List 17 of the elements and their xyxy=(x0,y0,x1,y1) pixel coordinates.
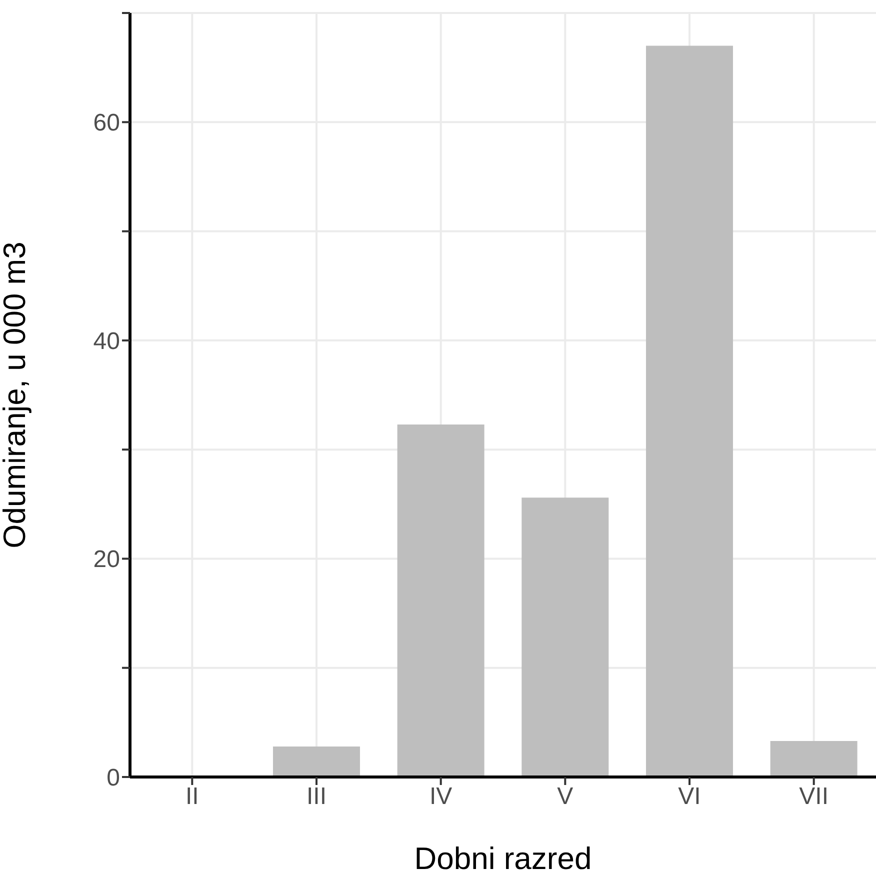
x-tick-label: III xyxy=(306,783,327,810)
y-tick-label: 40 xyxy=(93,328,120,355)
x-tick-label: VI xyxy=(678,783,701,810)
x-axis-title: Dobni razred xyxy=(414,841,592,876)
bar xyxy=(770,740,858,777)
bar xyxy=(522,498,609,777)
y-tick-label: 20 xyxy=(93,546,120,574)
y-axis-title: Odumiranje, u 000 m3 xyxy=(0,242,32,548)
x-tick-label: II xyxy=(185,783,199,810)
y-tick-label: 0 xyxy=(106,764,120,792)
x-tick-label: IV xyxy=(429,783,452,810)
x-tick-label: VII xyxy=(799,783,829,810)
bar xyxy=(646,46,733,777)
bar xyxy=(397,424,484,777)
x-tick-label: V xyxy=(557,783,574,810)
y-tick-label: 60 xyxy=(93,110,120,137)
bar xyxy=(272,746,360,777)
